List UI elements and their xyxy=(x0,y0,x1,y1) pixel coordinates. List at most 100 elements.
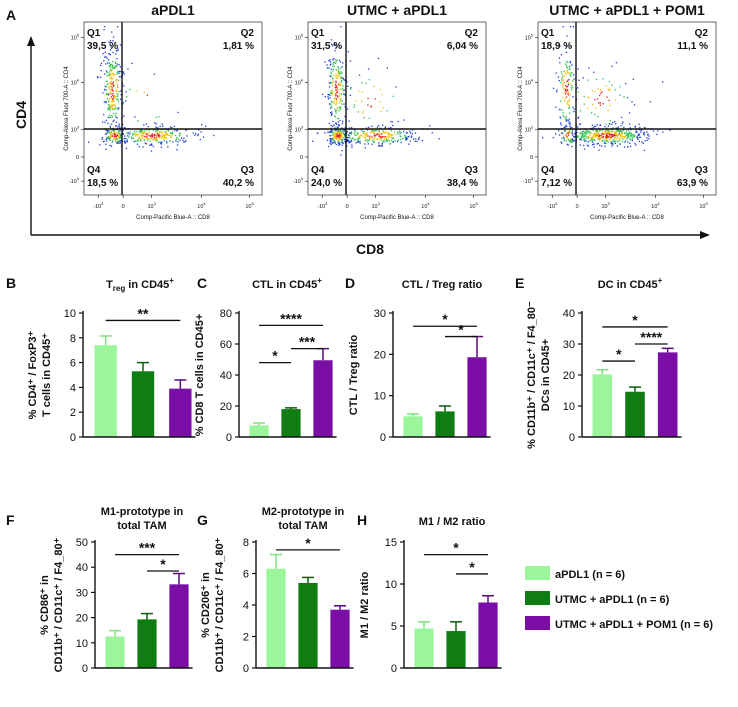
flow-dot xyxy=(143,91,145,93)
flow-dot xyxy=(591,144,594,146)
flow-dot xyxy=(331,93,334,96)
flow-dot xyxy=(344,135,346,137)
flow-dot xyxy=(612,121,614,123)
flow-dot xyxy=(578,123,581,125)
flow-x-axis-title: Comp-Pacific Blue-A :: CD8 xyxy=(136,215,210,221)
flow-dot xyxy=(336,59,338,61)
flow-dot xyxy=(145,123,147,125)
quadrant-q1-label: Q1 xyxy=(87,28,101,39)
flow-dot xyxy=(564,118,567,120)
flow-dot xyxy=(379,101,381,103)
quadrant-q2-label: Q2 xyxy=(695,28,709,39)
flow-dot xyxy=(101,137,104,139)
flow-dot xyxy=(133,137,135,139)
flow-dot xyxy=(109,76,111,78)
flow-dot xyxy=(354,138,356,141)
flow-dot xyxy=(582,135,584,137)
flow-dot xyxy=(335,138,337,140)
flow-dot xyxy=(577,126,579,128)
panel-letter: C xyxy=(197,275,207,291)
flow-dot xyxy=(403,119,405,121)
flow-dot xyxy=(103,140,105,142)
y-tick-label: 10 xyxy=(385,579,397,591)
flow-dot xyxy=(397,120,399,123)
significance-label: * xyxy=(453,540,459,556)
flow-dot xyxy=(579,123,582,125)
flow-dot xyxy=(99,64,102,66)
quadrant-q4-value: 18,5 % xyxy=(87,178,118,189)
flow-dot xyxy=(112,36,115,38)
flow-dot xyxy=(563,70,565,72)
flow-dot xyxy=(601,132,603,134)
flow-dot xyxy=(382,124,384,126)
flow-dot xyxy=(108,41,110,43)
flow-dot xyxy=(591,138,593,140)
flow-dot xyxy=(109,132,111,134)
flow-dot xyxy=(591,90,594,92)
quadrant-q3-label: Q3 xyxy=(695,165,709,176)
flow-dot xyxy=(572,26,574,28)
flow-dot xyxy=(108,62,110,64)
flow-dot xyxy=(583,136,585,138)
flow-dot xyxy=(577,68,579,70)
flow-dot xyxy=(387,133,390,136)
flow-dot xyxy=(621,135,623,137)
flow-dot xyxy=(361,129,363,131)
flow-dot xyxy=(390,136,393,138)
flow-dot xyxy=(338,106,341,108)
flow-dot xyxy=(111,90,113,92)
bar-2 xyxy=(446,631,466,668)
flow-dot xyxy=(162,133,164,136)
flow-dot xyxy=(155,116,157,118)
flow-dot xyxy=(103,56,106,58)
flow-dot xyxy=(119,66,122,68)
flow-dot xyxy=(561,142,563,144)
flow-dot xyxy=(148,138,150,140)
flow-dot xyxy=(621,122,623,125)
flow-dot xyxy=(371,143,373,145)
flow-dot xyxy=(614,131,617,133)
flow-dot xyxy=(569,132,571,134)
y-tick-label: 10 xyxy=(64,308,76,320)
flow-dot xyxy=(120,94,122,96)
flow-dot xyxy=(615,131,618,133)
flow-dot xyxy=(331,76,333,78)
flow-dot xyxy=(108,65,110,67)
flow-dot xyxy=(182,139,184,142)
flow-dot xyxy=(330,144,332,146)
y-tick-label: 8 xyxy=(70,333,76,345)
flow-dot xyxy=(414,140,416,142)
flow-dot xyxy=(405,132,408,134)
flow-dot xyxy=(341,87,344,90)
flow-dot xyxy=(116,142,118,144)
flow-dot xyxy=(213,134,215,137)
flow-dot xyxy=(565,65,568,67)
quadrant-q4-value: 24,0 % xyxy=(311,178,342,189)
flow-dot xyxy=(202,136,205,138)
bar-panel-b: B Treg in CD45+% CD4⁺ / FoxP3⁺ T cells in … xyxy=(6,275,196,444)
flow-dot xyxy=(618,132,620,134)
flow-dot xyxy=(145,136,147,138)
bar-2 xyxy=(625,391,645,437)
flow-dot xyxy=(615,62,618,64)
flow-dot xyxy=(380,145,382,147)
flow-dot xyxy=(565,117,567,119)
flow-dot xyxy=(605,136,607,138)
flow-y-axis-title: Comp-Alexa Fluor 700-A :: CD4 xyxy=(64,66,70,151)
flow-dot xyxy=(107,98,109,100)
flow-dot xyxy=(134,140,136,142)
flow-dot xyxy=(614,99,617,101)
flow-dot xyxy=(622,121,624,123)
flow-dot xyxy=(566,137,568,139)
flow-dot xyxy=(138,146,140,148)
flow-dot xyxy=(542,137,544,139)
flow-dot xyxy=(171,133,173,135)
flow-dot xyxy=(560,54,562,56)
flow-dot xyxy=(368,139,371,141)
flow-dot xyxy=(340,88,342,90)
y-tick-label: 50 xyxy=(76,537,88,549)
flow-dot xyxy=(595,130,597,132)
flow-dot xyxy=(560,71,562,73)
flow-dot xyxy=(109,144,111,147)
flow-dot xyxy=(391,134,393,136)
